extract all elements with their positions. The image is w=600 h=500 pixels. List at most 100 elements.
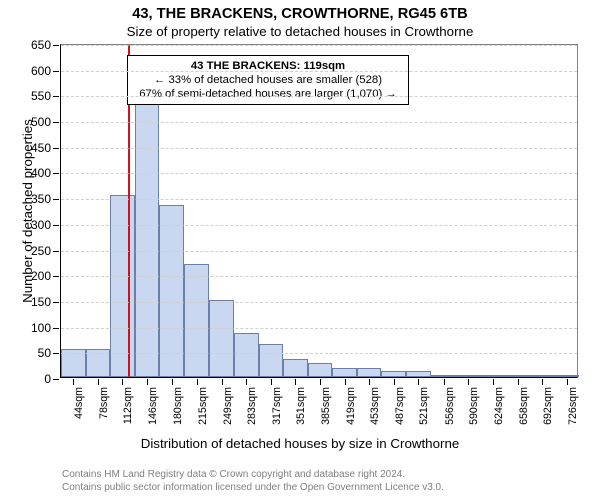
- x-tick: [345, 379, 346, 385]
- x-tick: [518, 379, 519, 385]
- y-tick: [53, 122, 59, 123]
- x-tick: [295, 379, 296, 385]
- histogram-bar: [209, 300, 234, 377]
- x-tick-label: 692sqm: [542, 387, 554, 425]
- x-tick: [468, 379, 469, 385]
- x-tick-label: 726sqm: [567, 387, 579, 425]
- x-tick: [147, 379, 148, 385]
- y-tick: [53, 328, 59, 329]
- histogram-bar: [308, 363, 333, 377]
- x-tick-label: 283sqm: [246, 387, 258, 425]
- y-gridline: [61, 328, 577, 329]
- x-tick: [394, 379, 395, 385]
- annotation-line-2: ← 33% of detached houses are smaller (52…: [134, 73, 402, 87]
- chart-subtitle: Size of property relative to detached ho…: [0, 24, 600, 39]
- y-tick: [53, 71, 59, 72]
- y-gridline: [61, 45, 577, 46]
- y-tick: [53, 379, 59, 380]
- x-tick: [222, 379, 223, 385]
- x-tick-label: 385sqm: [320, 387, 332, 425]
- x-tick: [493, 379, 494, 385]
- y-tick-label: 600: [31, 64, 51, 78]
- x-tick-label: 521sqm: [418, 387, 430, 425]
- property-annotation: 43 THE BRACKENS: 119sqm ← 33% of detache…: [127, 55, 409, 105]
- y-gridline: [61, 251, 577, 252]
- annotation-line-3: 67% of semi-detached houses are larger (…: [134, 87, 402, 101]
- x-tick-label: 78sqm: [98, 387, 110, 419]
- x-tick-label: 351sqm: [295, 387, 307, 425]
- x-tick-label: 146sqm: [147, 387, 159, 425]
- y-tick: [53, 225, 59, 226]
- x-tick-label: 249sqm: [222, 387, 234, 425]
- histogram-bar: [357, 368, 382, 377]
- y-tick-label: 650: [31, 38, 51, 52]
- x-tick-label: 215sqm: [197, 387, 209, 425]
- histogram-bar: [456, 375, 481, 377]
- histogram-bar: [481, 375, 506, 377]
- y-tick-label: 550: [31, 89, 51, 103]
- histogram-bar: [184, 264, 209, 377]
- x-tick: [369, 379, 370, 385]
- y-axis-label: Number of detached properties: [20, 119, 35, 303]
- x-tick-label: 556sqm: [444, 387, 456, 425]
- x-tick: [73, 379, 74, 385]
- y-gridline: [61, 276, 577, 277]
- x-tick-label: 453sqm: [369, 387, 381, 425]
- x-tick: [567, 379, 568, 385]
- x-tick: [542, 379, 543, 385]
- histogram-bar: [234, 333, 259, 377]
- x-tick: [444, 379, 445, 385]
- histogram-bar: [159, 205, 184, 377]
- y-gridline: [61, 353, 577, 354]
- y-gridline: [61, 96, 577, 97]
- y-tick-label: 0: [44, 372, 51, 386]
- histogram-bar: [283, 359, 308, 377]
- y-gridline: [61, 148, 577, 149]
- histogram-bar: [110, 195, 135, 377]
- x-tick: [197, 379, 198, 385]
- x-tick-label: 112sqm: [122, 387, 134, 424]
- x-tick-label: 624sqm: [493, 387, 505, 425]
- y-gridline: [61, 122, 577, 123]
- plot-area: 43 THE BRACKENS: 119sqm ← 33% of detache…: [60, 44, 578, 378]
- y-tick: [53, 302, 59, 303]
- histogram-bar: [530, 375, 555, 377]
- y-gridline: [61, 199, 577, 200]
- x-tick-label: 658sqm: [518, 387, 530, 425]
- y-gridline: [61, 225, 577, 226]
- y-tick: [53, 96, 59, 97]
- y-tick: [53, 353, 59, 354]
- histogram-bar: [406, 371, 431, 377]
- x-tick-label: 487sqm: [394, 387, 406, 425]
- histogram-bar: [332, 368, 357, 377]
- x-tick-label: 180sqm: [172, 387, 184, 425]
- histogram-bar: [431, 375, 456, 377]
- x-tick-label: 419sqm: [345, 387, 357, 425]
- y-tick: [53, 173, 59, 174]
- x-tick: [320, 379, 321, 385]
- y-gridline: [61, 71, 577, 72]
- y-tick: [53, 45, 59, 46]
- chart-title: 43, THE BRACKENS, CROWTHORNE, RG45 6TB: [0, 6, 600, 22]
- y-gridline: [61, 302, 577, 303]
- histogram-bar: [554, 375, 579, 377]
- histogram-bar: [135, 89, 160, 377]
- y-gridline: [61, 173, 577, 174]
- x-tick: [418, 379, 419, 385]
- x-axis-label: Distribution of detached houses by size …: [0, 436, 600, 451]
- footer-attribution: Contains HM Land Registry data © Crown c…: [62, 468, 444, 494]
- x-tick: [98, 379, 99, 385]
- x-tick-label: 44sqm: [73, 387, 85, 419]
- x-tick-label: 590sqm: [468, 387, 480, 425]
- x-tick-label: 317sqm: [271, 387, 283, 425]
- y-tick-label: 50: [38, 346, 51, 360]
- y-tick: [53, 276, 59, 277]
- footer-line-1: Contains HM Land Registry data © Crown c…: [62, 468, 444, 481]
- histogram-bar: [259, 344, 284, 377]
- y-tick: [53, 199, 59, 200]
- histogram-bar: [505, 375, 530, 377]
- x-tick: [271, 379, 272, 385]
- y-tick-label: 100: [31, 321, 51, 335]
- footer-line-2: Contains public sector information licen…: [62, 481, 444, 494]
- x-tick: [172, 379, 173, 385]
